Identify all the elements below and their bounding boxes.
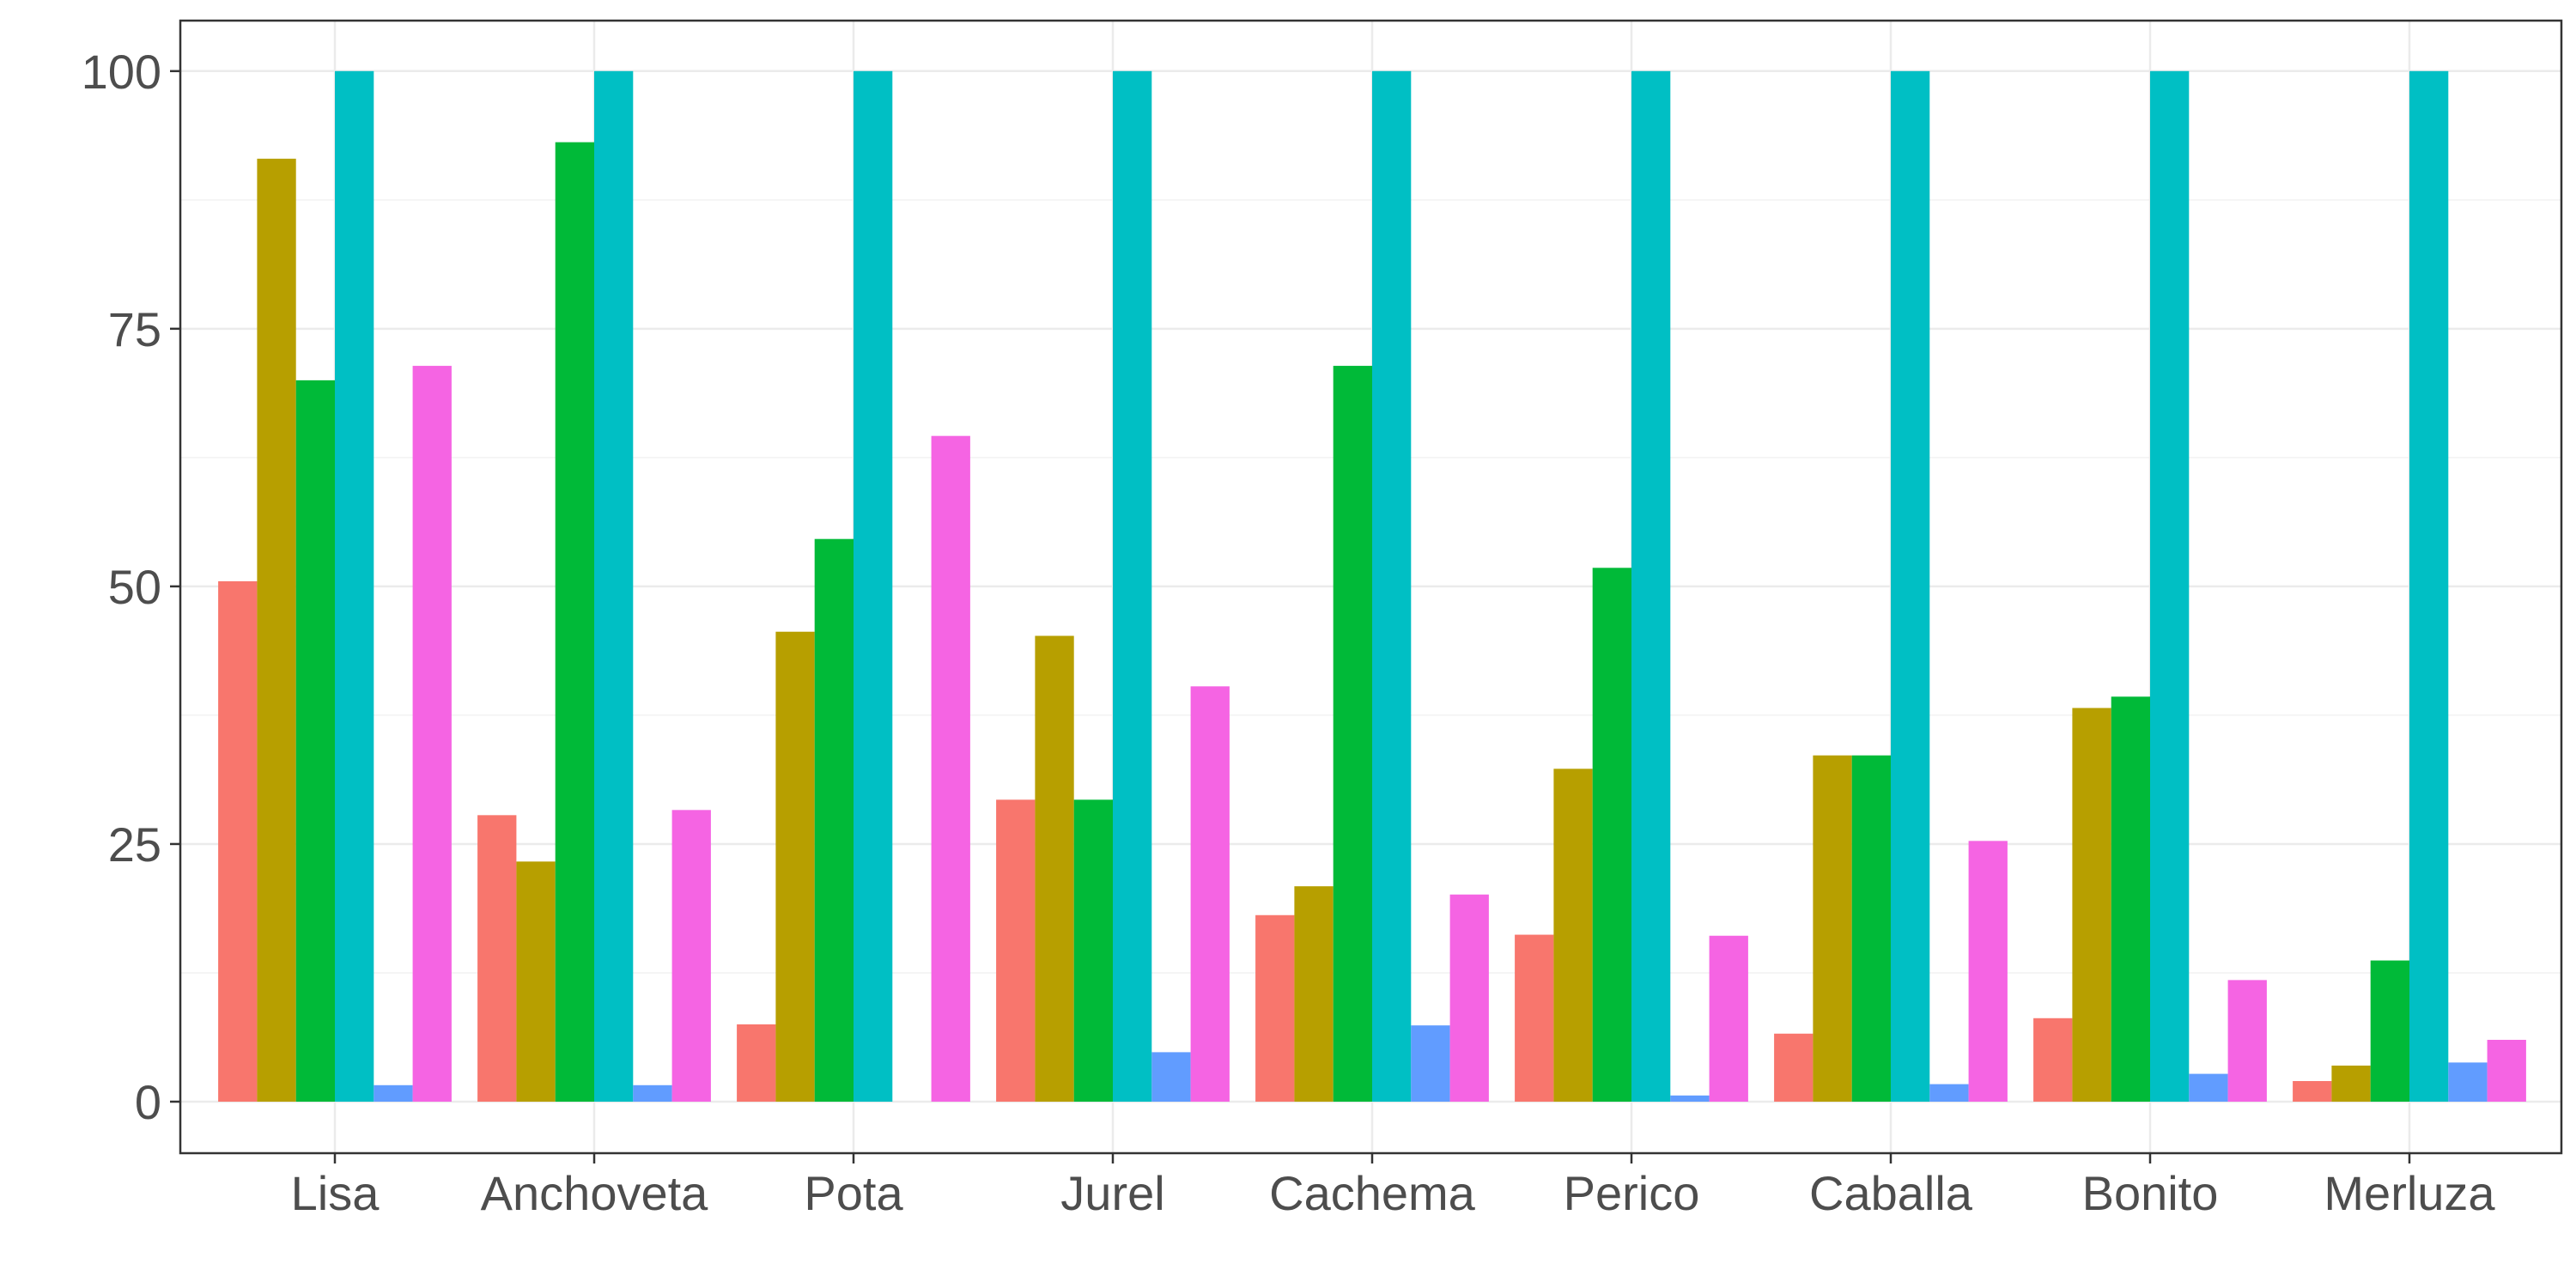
x-tick-label: Bonito [2082,1166,2219,1220]
y-tick-label: 0 [135,1075,161,1129]
x-tick-label: Lisa [291,1166,380,1220]
bar-anchoveta-3 [555,142,594,1102]
bar-bonito-1 [2033,1018,2073,1102]
bar-caballa-5 [1929,1084,1969,1102]
bar-lisa-3 [295,380,335,1102]
x-tick-label: Jurel [1060,1166,1164,1220]
bar-anchoveta-6 [671,810,711,1102]
y-axis: 0 25 50 75 100 [82,45,180,1129]
bar-jurel-1 [996,799,1036,1102]
x-tick-label: Caballa [1809,1166,1973,1220]
bar-anchoveta-4 [594,70,634,1102]
bar-caballa-1 [1774,1033,1814,1102]
y-tick-label: 25 [108,817,161,872]
bar-merluza-2 [2331,1065,2371,1102]
x-tick-label: Anchoveta [481,1166,708,1220]
bar-pota-2 [775,631,815,1102]
bar-bonito-5 [2189,1073,2228,1102]
bar-lisa-2 [257,158,296,1102]
bar-jurel-2 [1035,635,1074,1102]
bars-layer [218,70,2526,1102]
bar-bonito-4 [2150,70,2190,1102]
x-tick-label: Pota [804,1166,903,1220]
bar-lisa-5 [374,1084,413,1102]
bar-bonito-2 [2072,708,2111,1102]
bar-caballa-2 [1813,755,1852,1102]
bar-merluza-3 [2370,960,2409,1102]
bar-bonito-3 [2111,696,2150,1102]
bar-jurel-4 [1113,70,1152,1102]
y-tick-label: 75 [108,302,161,356]
bar-lisa-6 [412,366,452,1102]
bar-caballa-4 [1891,70,1930,1102]
bar-cachema-1 [1255,914,1295,1102]
y-tick-label: 100 [82,45,161,99]
bar-merluza-5 [2448,1062,2488,1102]
x-tick-label: Merluza [2324,1166,2495,1220]
bar-merluza-6 [2487,1039,2526,1102]
bar-jurel-6 [1190,686,1230,1102]
bar-cachema-2 [1294,886,1334,1102]
bar-cachema-6 [1449,894,1489,1102]
x-tick-label: Perico [1564,1166,1700,1220]
x-axis: Lisa Anchoveta Pota Jurel Cachema Perico Cabal… [291,1153,2495,1220]
bar-cachema-4 [1372,70,1412,1102]
bar-perico-1 [1515,934,1554,1102]
bar-anchoveta-2 [516,861,556,1102]
bar-anchoveta-1 [477,815,517,1102]
bar-pota-4 [854,70,893,1102]
bar-perico-4 [1631,70,1671,1102]
bar-caballa-6 [1968,841,2008,1102]
bar-cachema-3 [1333,366,1372,1102]
bar-jurel-3 [1073,799,1113,1102]
bar-bonito-6 [2227,980,2267,1102]
y-tick-label: 50 [108,560,161,614]
bar-pota-6 [931,435,970,1102]
bar-perico-2 [1553,769,1593,1102]
bar-pota-3 [814,538,854,1102]
bar-perico-5 [1670,1095,1710,1102]
x-tick-label: Cachema [1269,1166,1476,1220]
bar-jurel-5 [1151,1052,1191,1102]
bar-perico-3 [1592,568,1631,1102]
bar-merluza-1 [2293,1080,2332,1102]
bar-merluza-4 [2409,70,2449,1102]
bar-lisa-4 [335,70,374,1102]
bar-caballa-3 [1851,755,1891,1102]
bar-anchoveta-5 [633,1084,672,1102]
bar-cachema-5 [1411,1025,1450,1102]
bar-pota-1 [737,1024,776,1102]
bar-perico-6 [1709,935,1748,1102]
bar-lisa-1 [218,580,258,1102]
